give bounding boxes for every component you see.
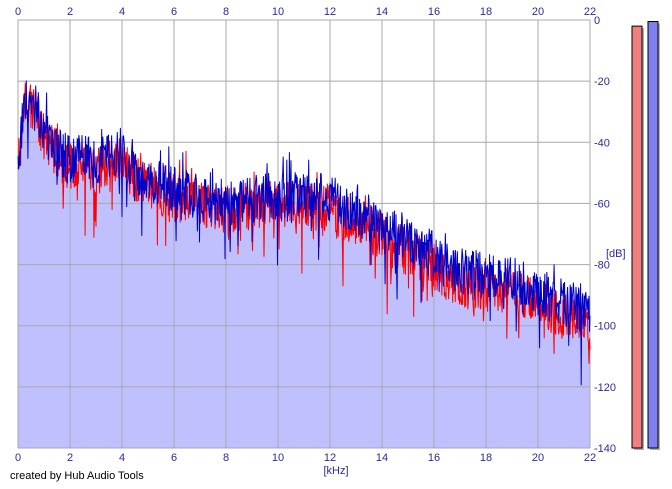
credit-text: created by Hub Audio Tools bbox=[10, 470, 144, 482]
y-tick-minus-60: -60 bbox=[594, 198, 610, 210]
x-tick-bottom-10: 10 bbox=[272, 452, 284, 464]
x-tick-top-10: 10 bbox=[272, 6, 284, 18]
x-tick-top-22: 22 bbox=[584, 6, 596, 18]
y-tick-0: 0 bbox=[594, 15, 600, 27]
x-tick-bottom-16: 16 bbox=[428, 452, 440, 464]
grid-lines bbox=[17, 19, 591, 449]
x-tick-labels-top: 0 2 4 6 8 10 12 14 16 18 20 22 bbox=[15, 6, 596, 18]
x-tick-top-6: 6 bbox=[171, 6, 177, 18]
x-tick-bottom-0: 0 bbox=[15, 452, 21, 464]
x-tick-bottom-2: 2 bbox=[67, 452, 73, 464]
y-axis-label: [dB] bbox=[606, 248, 626, 260]
y-tick-minus-20: -20 bbox=[594, 76, 610, 88]
x-tick-top-14: 14 bbox=[376, 6, 388, 18]
x-tick-bottom-12: 12 bbox=[324, 452, 336, 464]
x-tick-bottom-18: 18 bbox=[480, 452, 492, 464]
x-tick-bottom-8: 8 bbox=[223, 452, 229, 464]
x-tick-bottom-6: 6 bbox=[171, 452, 177, 464]
x-tick-top-16: 16 bbox=[428, 6, 440, 18]
level-meters bbox=[631, 21, 660, 451]
x-tick-top-0: 0 bbox=[15, 6, 21, 18]
y-tick-minus-140: -140 bbox=[594, 443, 616, 455]
x-tick-top-2: 2 bbox=[67, 6, 73, 18]
series-line-blue bbox=[17, 80, 591, 386]
x-axis-label: [kHz] bbox=[323, 465, 348, 477]
x-tick-bottom-20: 20 bbox=[532, 452, 544, 464]
x-tick-top-12: 12 bbox=[324, 6, 336, 18]
level-meter-left bbox=[631, 25, 643, 449]
x-tick-bottom-14: 14 bbox=[376, 452, 388, 464]
x-tick-labels-bottom: 0 2 4 6 8 10 12 14 16 18 20 22 bbox=[15, 452, 596, 464]
x-tick-top-18: 18 bbox=[480, 6, 492, 18]
y-tick-minus-40: -40 bbox=[594, 137, 610, 149]
y-tick-minus-120: -120 bbox=[594, 382, 616, 394]
x-tick-bottom-22: 22 bbox=[584, 452, 596, 464]
x-tick-bottom-4: 4 bbox=[119, 452, 125, 464]
y-tick-labels: 0 -20 -40 -60 -80 -100 -120 -140 bbox=[594, 15, 616, 455]
level-meter-right bbox=[647, 21, 659, 449]
x-tick-top-8: 8 bbox=[223, 6, 229, 18]
spectrum-series bbox=[17, 80, 591, 386]
x-tick-top-4: 4 bbox=[119, 6, 125, 18]
x-tick-top-20: 20 bbox=[532, 6, 544, 18]
y-tick-minus-100: -100 bbox=[594, 321, 616, 333]
y-tick-minus-80: -80 bbox=[594, 260, 610, 272]
